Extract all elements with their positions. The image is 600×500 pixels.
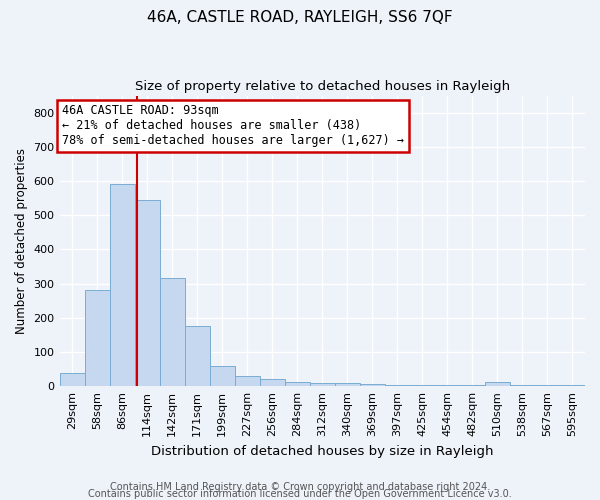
Bar [260, 380, 285, 386]
Bar [460, 385, 485, 386]
Text: Contains public sector information licensed under the Open Government Licence v3: Contains public sector information licen… [88, 489, 512, 499]
Bar [560, 385, 585, 386]
Y-axis label: Number of detached properties: Number of detached properties [15, 148, 28, 334]
Bar [385, 385, 410, 386]
Bar [235, 376, 260, 386]
Bar [160, 278, 185, 386]
Text: 46A, CASTLE ROAD, RAYLEIGH, SS6 7QF: 46A, CASTLE ROAD, RAYLEIGH, SS6 7QF [147, 10, 453, 25]
Bar [485, 382, 510, 386]
Bar [360, 384, 385, 386]
Title: Size of property relative to detached houses in Rayleigh: Size of property relative to detached ho… [135, 80, 510, 93]
Bar [59, 373, 85, 386]
Bar [110, 184, 134, 386]
Bar [209, 366, 235, 386]
Bar [185, 326, 209, 386]
Bar [535, 385, 560, 386]
X-axis label: Distribution of detached houses by size in Rayleigh: Distribution of detached houses by size … [151, 444, 494, 458]
Bar [410, 385, 435, 386]
Bar [285, 382, 310, 386]
Bar [335, 384, 360, 386]
Text: Contains HM Land Registry data © Crown copyright and database right 2024.: Contains HM Land Registry data © Crown c… [110, 482, 490, 492]
Bar [435, 385, 460, 386]
Bar [134, 200, 160, 386]
Bar [85, 290, 110, 386]
Bar [510, 385, 535, 386]
Text: 46A CASTLE ROAD: 93sqm
← 21% of detached houses are smaller (438)
78% of semi-de: 46A CASTLE ROAD: 93sqm ← 21% of detached… [62, 104, 404, 148]
Bar [310, 384, 335, 386]
